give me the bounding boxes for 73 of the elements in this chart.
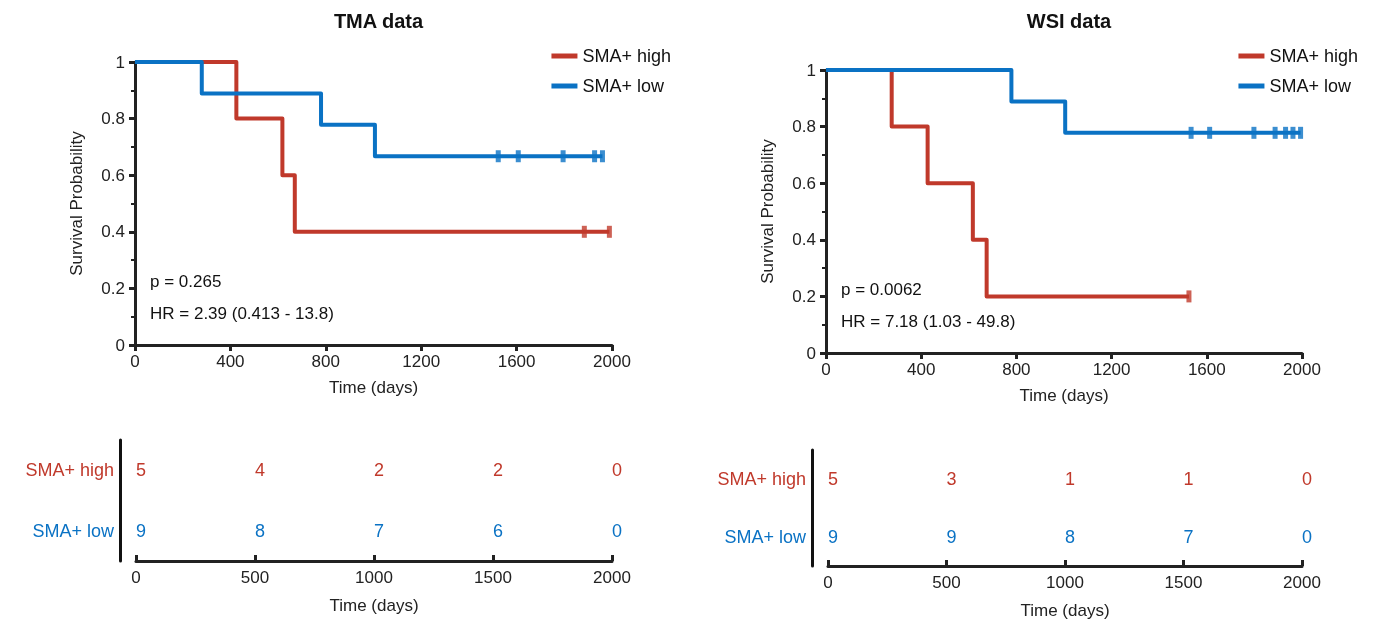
- y-tick-label: 0.4: [792, 230, 816, 250]
- x-tick-label: 1500: [474, 568, 512, 587]
- x-tick-label: 0: [131, 568, 141, 587]
- chart-title: TMA data: [333, 10, 424, 32]
- y-axis-title: Survival Probability: [67, 130, 86, 276]
- data-label: 7: [374, 520, 385, 541]
- legend-label: SMA+ high: [1269, 46, 1359, 66]
- x-tick-label: 0: [821, 360, 831, 379]
- data-label: 7: [1183, 527, 1194, 547]
- data-label: 9: [946, 527, 957, 547]
- data-label: 8: [255, 520, 266, 541]
- y-tick-label: SMA+ low: [724, 527, 807, 547]
- y-tick-label: 0.6: [101, 165, 125, 185]
- x-tick-label: 800: [311, 352, 340, 371]
- x-tick-label: 400: [907, 360, 936, 379]
- data-label: 5: [136, 460, 147, 481]
- data-label: 8: [1065, 527, 1076, 547]
- data-label: 1: [1183, 469, 1194, 489]
- legend-label: SMA+ low: [1269, 76, 1352, 96]
- x-tick-label: 1200: [402, 352, 441, 371]
- data-label: 9: [136, 520, 147, 541]
- x-tick-label: 0: [823, 573, 833, 592]
- data-label: 0: [1302, 469, 1313, 489]
- legend-label: SMA+ high: [582, 46, 672, 66]
- annotation: HR = 7.18 (1.03 - 49.8): [841, 312, 1016, 331]
- x-tick-label: 1000: [1046, 573, 1084, 592]
- x-tick-label: 500: [240, 568, 270, 587]
- x-tick-label: 1600: [1187, 360, 1226, 379]
- legend-label: SMA+ low: [582, 76, 665, 96]
- y-tick-label: 0.8: [792, 117, 816, 137]
- y-tick-label: 0: [115, 335, 125, 355]
- x-tick-label: 2000: [593, 568, 631, 587]
- data-label: 3: [946, 469, 957, 489]
- x-tick-label: 2000: [593, 352, 631, 371]
- y-tick-label: 0.8: [101, 109, 125, 129]
- x-tick-label: 1600: [497, 352, 536, 371]
- data-label: 1: [1065, 469, 1076, 489]
- x-tick-label: 400: [216, 352, 245, 371]
- x-tick-label: 500: [932, 573, 961, 592]
- x-tick-label: 1500: [1164, 573, 1203, 592]
- y-tick-label: 1: [806, 60, 816, 80]
- x-axis-title: Time (days): [1020, 601, 1110, 620]
- data-label: 2: [493, 460, 504, 481]
- y-axis-title: Survival Probability: [758, 138, 777, 284]
- y-tick-label: SMA+ high: [25, 460, 114, 481]
- data-label: 0: [1302, 527, 1313, 547]
- data-label: 0: [612, 520, 623, 541]
- x-axis-title: Time (days): [329, 596, 419, 615]
- y-tick-label: 0.2: [101, 278, 125, 298]
- annotation: HR = 2.39 (0.413 - 13.8): [150, 304, 334, 323]
- chart-title: WSI data: [1026, 10, 1113, 32]
- y-tick-label: 0.6: [792, 173, 816, 193]
- data-label: 6: [493, 520, 504, 541]
- x-axis-title: Time (days): [1019, 386, 1109, 405]
- data-label: 9: [828, 527, 839, 547]
- y-tick-label: 0.4: [101, 222, 125, 242]
- y-tick-label: SMA+ high: [717, 469, 806, 489]
- x-tick-label: 0: [130, 352, 140, 371]
- x-tick-label: 2000: [1283, 573, 1321, 592]
- x-axis-title: Time (days): [328, 378, 419, 397]
- y-tick-label: 1: [115, 52, 125, 72]
- annotation: p = 0.265: [150, 272, 222, 291]
- x-tick-label: 800: [1002, 360, 1031, 379]
- data-label: 4: [255, 460, 266, 481]
- x-tick-label: 1000: [355, 568, 393, 587]
- y-tick-label: SMA+ low: [32, 520, 115, 541]
- data-label: 2: [374, 460, 385, 481]
- data-label: 0: [612, 460, 623, 481]
- data-label: 5: [828, 469, 839, 489]
- y-tick-label: 0.2: [792, 286, 816, 306]
- x-tick-label: 2000: [1283, 360, 1321, 379]
- annotation: p = 0.0062: [841, 280, 922, 299]
- x-tick-label: 1200: [1092, 360, 1131, 379]
